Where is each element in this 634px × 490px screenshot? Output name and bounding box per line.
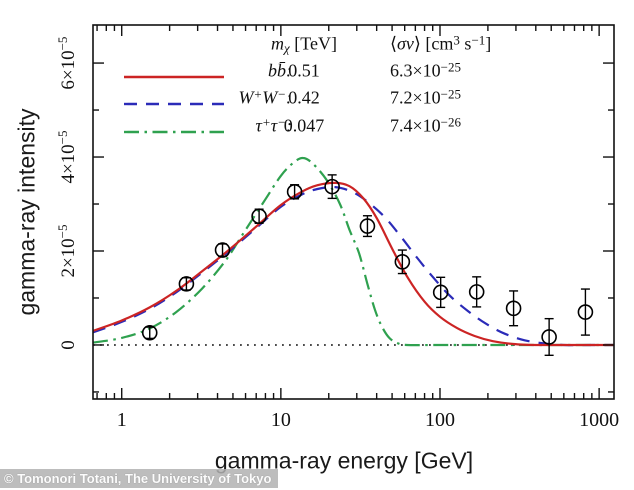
- curve-bbbar: [93, 181, 614, 347]
- legend-sigma-value: 7.2×10−25: [390, 86, 461, 108]
- data-point: [178, 276, 195, 292]
- y-tick-label: 4×10−5: [55, 130, 79, 183]
- legend-header-sigma: ⟨σv⟩ [cm3 s−1]: [390, 32, 492, 54]
- legend-line-sample-dashed: [122, 93, 226, 106]
- data-point: [324, 174, 340, 200]
- data-point: [141, 324, 158, 341]
- model-curves: [93, 156, 614, 347]
- axis-ticks: [93, 25, 614, 399]
- data-point: [432, 276, 449, 309]
- legend-header-mass: mχ [TeV]: [271, 33, 337, 56]
- legend-row-bbbar: bb̄: 0.51 6.3×10−25: [108, 57, 588, 85]
- legend-channel-label: bb̄:: [268, 60, 292, 81]
- data-point: [394, 249, 411, 275]
- data-points: [141, 174, 594, 357]
- x-tick-label: 10: [271, 409, 291, 431]
- legend-line-sample-solid: [122, 66, 226, 78]
- x-tick-labels: 1 10 100 1000: [117, 409, 619, 431]
- legend-mass-value: 0.42: [288, 87, 320, 108]
- x-tick-label: 1000: [579, 409, 619, 431]
- y-axis-title: gamma-ray intensity: [13, 108, 40, 316]
- data-point: [251, 208, 267, 225]
- legend-row-tautau: τ+τ−: 0.047 7.4×10−26: [108, 112, 588, 140]
- legend-header: mχ [TeV] ⟨σv⟩ [cm3 s−1]: [108, 31, 588, 57]
- data-point: [541, 317, 557, 357]
- y-tick-label: 2×10−5: [55, 224, 79, 277]
- legend-sigma-value: 6.3×10−25: [390, 59, 461, 81]
- watermark-credit: © Tomonori Totani, The University of Tok…: [0, 469, 279, 488]
- axis-frame: [92, 24, 615, 400]
- curve-tautau: [93, 156, 614, 347]
- data-point: [359, 215, 376, 238]
- data-point: [468, 276, 485, 308]
- legend-sigma-value: 7.4×10−26: [390, 114, 461, 136]
- legend-row-ww: W+W−: 0.42 7.2×10−25: [108, 85, 588, 113]
- data-point: [214, 242, 231, 258]
- legend-channel-label: τ+τ−:: [255, 114, 292, 136]
- legend-mass-value: 0.047: [283, 115, 325, 136]
- legend-line-sample-dashdot: [122, 121, 226, 133]
- curve-ww: [93, 185, 614, 347]
- y-tick-label: 0: [58, 340, 79, 350]
- data-point: [505, 290, 522, 327]
- legend-channel-label: W+W−:: [238, 86, 292, 108]
- x-tick-label: 1: [117, 409, 127, 431]
- x-tick-label: 100: [425, 409, 455, 431]
- data-point: [286, 183, 303, 200]
- data-point: [577, 288, 594, 336]
- y-tick-label: 6×10−5: [55, 37, 79, 90]
- legend: mχ [TeV] ⟨σv⟩ [cm3 s−1] bb̄: 0.51 6.3×10…: [108, 31, 588, 140]
- legend-mass-value: 0.51: [288, 60, 320, 81]
- y-tick-labels: 0 2×10−5 4×10−5 6×10−5: [55, 37, 79, 350]
